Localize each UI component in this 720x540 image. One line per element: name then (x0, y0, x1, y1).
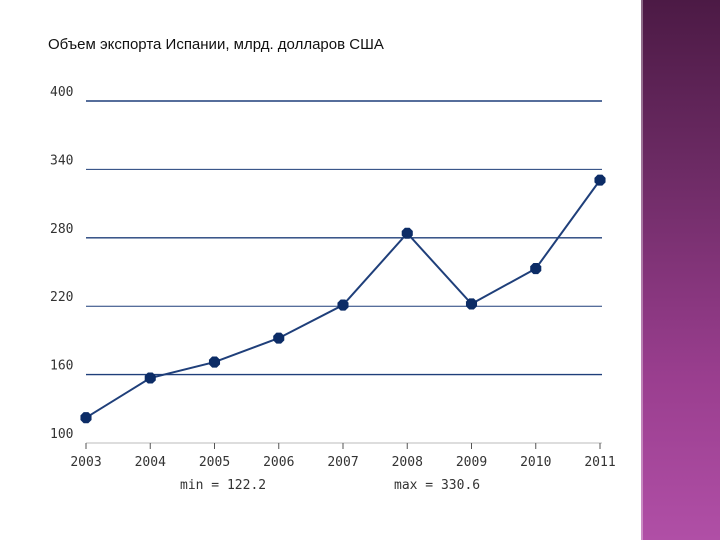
y-tick-label: 160 (50, 359, 73, 374)
x-tick-label: 2008 (392, 455, 423, 470)
side-band-edge (641, 0, 643, 540)
series-line (85, 179, 601, 419)
x-tick-label: 2009 (456, 455, 487, 470)
data-point (594, 174, 606, 186)
data-point (401, 227, 413, 239)
min-stat-label: min = 122.2 (180, 478, 266, 493)
x-axis (85, 442, 602, 449)
x-tick-label: 2010 (520, 455, 551, 470)
data-point (80, 412, 92, 424)
x-tick-label: 2004 (135, 455, 166, 470)
grid-layer (86, 100, 602, 376)
stats-layer: min = 122.2 max = 330.6 (180, 478, 480, 493)
series-layer (80, 174, 606, 424)
slide-title: Объем экспорта Испании, млрд. долларов С… (48, 36, 384, 53)
data-point (273, 332, 285, 344)
max-stat-label: max = 330.6 (394, 478, 480, 493)
data-point (144, 372, 156, 384)
x-tick-labels: 2003 2004 2005 2006 2007 2008 2009 2010 2011 (70, 455, 615, 470)
x-tick-label: 2006 (263, 455, 294, 470)
data-point (465, 298, 478, 310)
y-tick-label: 100 (50, 427, 73, 442)
y-tick-label: 340 (50, 153, 73, 168)
y-tick-label: 280 (50, 222, 73, 237)
x-tick-label: 2003 (70, 455, 101, 470)
data-point (530, 263, 542, 275)
x-tick-label: 2005 (199, 455, 230, 470)
y-axis: 100 160 220 280 340 400 (50, 85, 73, 442)
data-point (208, 356, 221, 368)
decorative-side-band (641, 0, 720, 540)
data-point (337, 299, 349, 311)
x-tick-label: 2007 (327, 455, 358, 470)
y-tick-label: 220 (50, 290, 73, 305)
x-tick-label: 2011 (584, 455, 615, 470)
y-tick-label: 400 (50, 85, 73, 100)
